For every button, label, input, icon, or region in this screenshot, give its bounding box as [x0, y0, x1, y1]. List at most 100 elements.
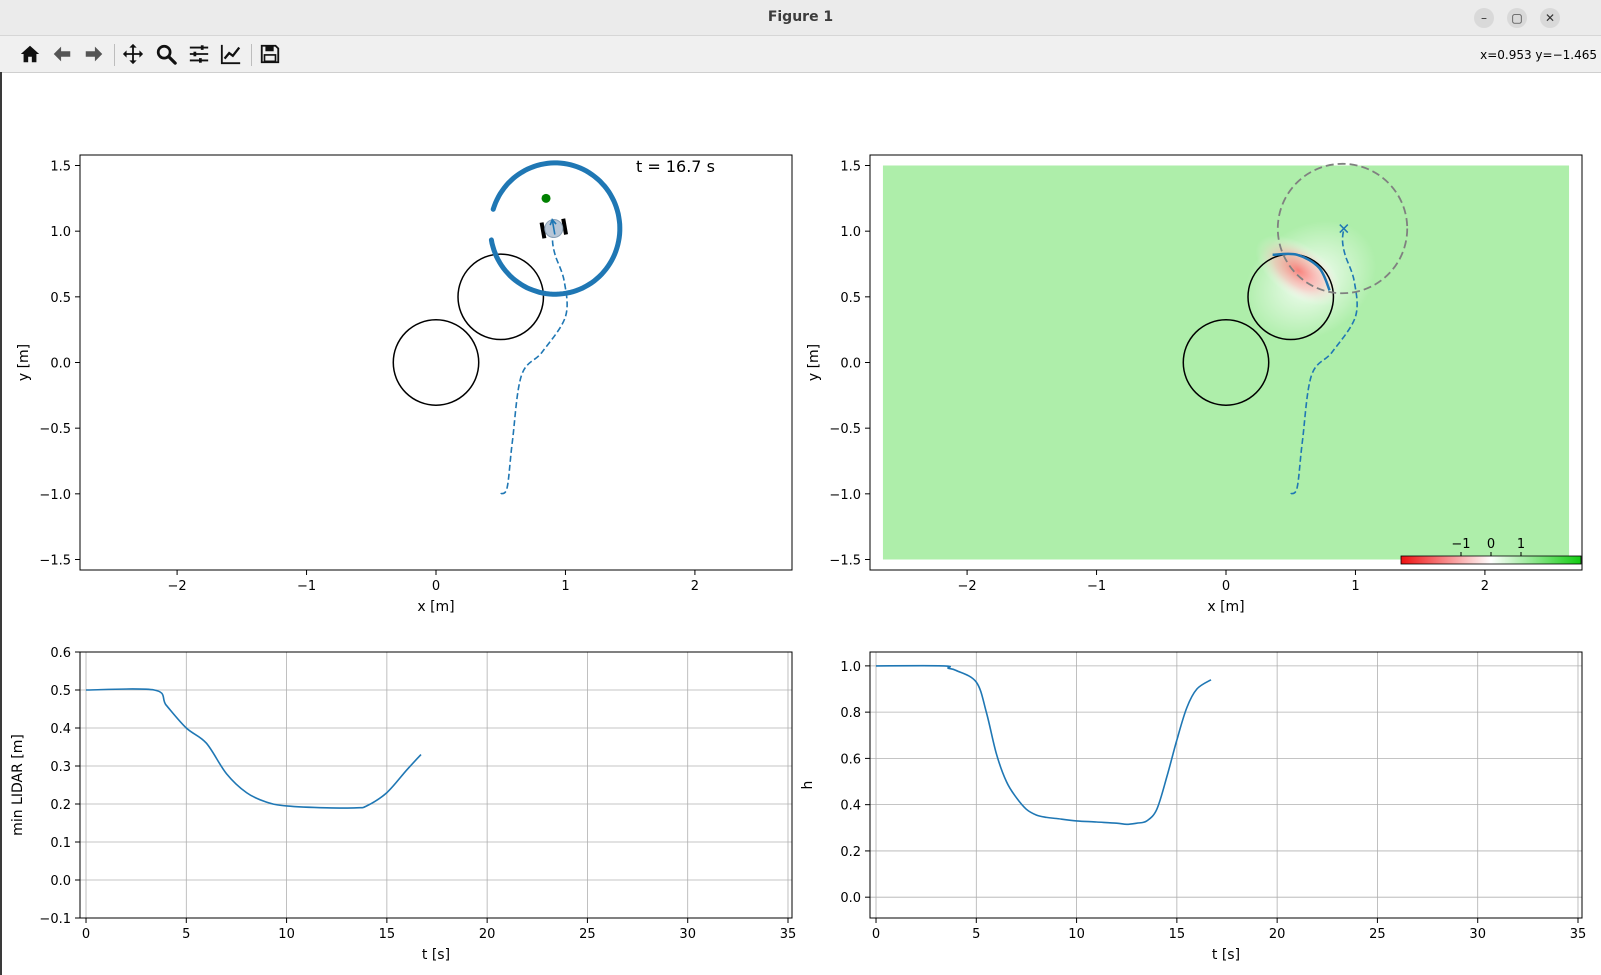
x-tick-label: 1 [1351, 579, 1359, 594]
close-button[interactable]: ✕ [1540, 8, 1560, 28]
trajectory-path [1290, 228, 1358, 495]
x-tick-label: 25 [1369, 927, 1386, 942]
window-titlebar: Figure 1 – ▢ ✕ [0, 0, 1601, 36]
y-tick-label: 0.0 [50, 357, 71, 372]
save-button[interactable] [256, 40, 284, 68]
edit-axis-button[interactable] [217, 40, 245, 68]
trajectory-path [500, 228, 568, 495]
axes-frame [869, 154, 1583, 571]
colorbar-tick-label: −1 [1451, 537, 1470, 552]
back-icon [53, 46, 71, 62]
y-tick-label: 1.5 [840, 160, 861, 175]
configure-subplots-icon [189, 45, 209, 63]
h-plot-area [875, 664, 1212, 826]
colorbar [1400, 555, 1582, 565]
x-tick-label: −1 [297, 579, 316, 594]
y-tick-label: 1.0 [840, 660, 861, 675]
pan-button[interactable] [119, 40, 147, 68]
x-tick-label: 10 [1068, 927, 1085, 942]
x-tick-label: 0 [872, 927, 880, 942]
x-tick-label: −1 [1087, 579, 1106, 594]
cbf-plot-area [882, 162, 1570, 560]
x-tick-label: 2 [1481, 579, 1489, 594]
robot-heading-arrow [549, 218, 557, 235]
x-axis-label: t [s] [422, 947, 450, 963]
x-tick-label: 5 [182, 927, 190, 942]
y-tick-label: 0.0 [50, 874, 71, 889]
time-annotation: t = 16.7 s [636, 157, 715, 176]
x-tick-label: 2 [691, 579, 699, 594]
x-tick-label: 25 [579, 927, 596, 942]
y-axis-label: h [800, 781, 816, 790]
y-tick-label: 0.0 [840, 891, 861, 906]
robot-wheel-left [539, 222, 547, 239]
x-tick-label: 0 [1222, 579, 1230, 594]
back-button[interactable] [48, 40, 76, 68]
y-tick-label: 1.0 [50, 225, 71, 240]
y-axis-label: y [m] [16, 344, 32, 381]
pan-icon [122, 43, 144, 65]
zoom-button[interactable] [152, 40, 180, 68]
edit-axis-icon [220, 44, 241, 65]
axes-frame [79, 651, 793, 919]
axes-frame [869, 651, 1583, 919]
x-tick-label: 35 [1570, 927, 1587, 942]
x-tick-label: 15 [379, 927, 396, 942]
sensor-range-circle [1276, 162, 1409, 295]
save-icon [260, 44, 280, 64]
x-tick-label: −2 [958, 579, 977, 594]
safe-region [882, 165, 1570, 560]
axes-frame [79, 154, 793, 571]
y-tick-label: 0.8 [840, 706, 861, 721]
y-tick-label: 0.3 [50, 760, 71, 775]
y-tick-label: 0.2 [840, 845, 861, 860]
y-tick-label: 0.0 [840, 357, 861, 372]
lidar-ring [488, 160, 623, 297]
x-axis-label: t [s] [1212, 947, 1240, 963]
robot [539, 218, 568, 239]
y-axis-label: min LIDAR [m] [10, 734, 26, 836]
home-button[interactable] [16, 40, 44, 68]
x-tick-label: 5 [972, 927, 980, 942]
x-tick-label: 15 [1169, 927, 1186, 942]
y-tick-label: 0.5 [840, 291, 861, 306]
x-tick-label: 30 [679, 927, 696, 942]
figure-canvas[interactable]: −2 −1 0 1 2 −1.5 −1.0 −0.5 0.0 0.5 1.0 1.5 x [m] y [m… [0, 72, 1601, 975]
y-tick-label: −1.5 [829, 553, 861, 568]
robot-x-marker [1339, 224, 1349, 234]
x-tick-label: 20 [1269, 927, 1286, 942]
x-axis-label: x [m] [417, 599, 454, 615]
colorbar-tick-label: 0 [1487, 537, 1495, 552]
y-tick-label: 1.0 [840, 225, 861, 240]
y-axis-label: y [m] [806, 344, 822, 381]
y-tick-label: −1.0 [39, 488, 71, 503]
h-series [875, 664, 1212, 826]
x-tick-label: 30 [1469, 927, 1486, 942]
home-icon [20, 45, 40, 63]
sensed-boundary [1272, 252, 1331, 291]
goal-marker [541, 193, 551, 203]
trajectory-plot-area [392, 160, 623, 495]
y-tick-label: −0.5 [829, 422, 861, 437]
y-tick-label: 0.5 [50, 684, 71, 699]
cursor-coordinates: x=0.953 y=−1.465 [1480, 48, 1597, 62]
y-tick-label: 0.4 [840, 799, 861, 814]
y-tick-label: 1.5 [50, 160, 71, 175]
x-tick-label: 20 [479, 927, 496, 942]
obstacle-circle [392, 319, 480, 406]
minimize-button[interactable]: – [1474, 8, 1494, 28]
x-tick-label: 0 [432, 579, 440, 594]
y-tick-label: −0.5 [39, 422, 71, 437]
zoom-icon [156, 44, 177, 65]
y-tick-label: 0.6 [840, 752, 861, 767]
configure-subplots-button[interactable] [185, 40, 213, 68]
navigation-toolbar: x=0.953 y=−1.465 [0, 36, 1601, 73]
maximize-button[interactable]: ▢ [1507, 8, 1527, 28]
y-tick-label: −1.5 [39, 553, 71, 568]
forward-button[interactable] [80, 40, 108, 68]
min-lidar-plot-area [85, 688, 422, 809]
y-tick-label: −1.0 [829, 488, 861, 503]
x-tick-label: 0 [82, 927, 90, 942]
window-title: Figure 1 [767, 9, 834, 25]
obstacle-circle [1182, 319, 1270, 406]
